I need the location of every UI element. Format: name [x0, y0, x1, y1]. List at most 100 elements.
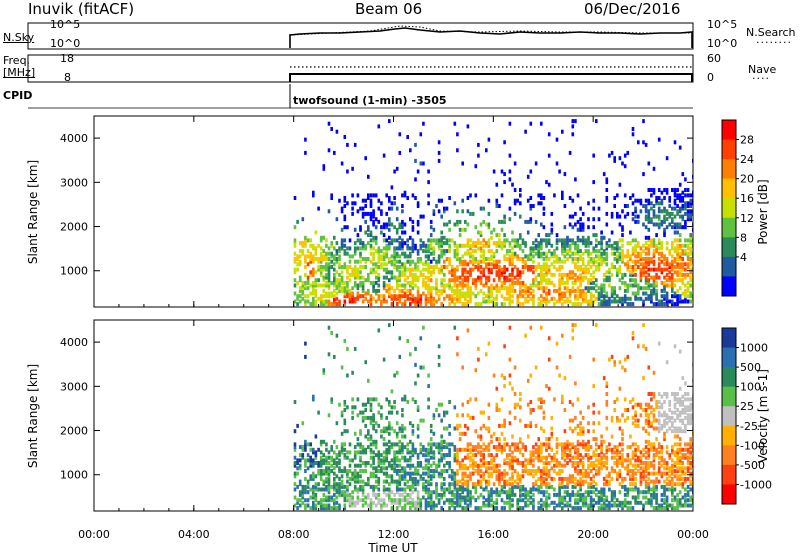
power-cell	[330, 265, 333, 269]
power-cell	[581, 296, 585, 301]
power-cell	[377, 296, 381, 301]
power-cell	[623, 204, 627, 208]
velocity-cell	[542, 410, 546, 415]
power-cell	[681, 249, 685, 254]
velocity-cell	[343, 400, 347, 404]
velocity-cell	[327, 506, 331, 511]
velocity-cell	[485, 461, 488, 465]
velocity-cell	[409, 500, 412, 505]
power-cell	[566, 288, 569, 293]
power-cell	[681, 278, 685, 283]
power-cell	[293, 241, 297, 246]
velocity-cell	[356, 490, 360, 495]
power-cell	[587, 299, 590, 304]
velocity-cell	[618, 455, 622, 460]
velocity-cell	[495, 498, 499, 503]
velocity-cell	[605, 495, 609, 500]
velocity-cell	[655, 506, 658, 511]
velocity-cell	[600, 434, 603, 439]
power-cell	[673, 265, 677, 269]
power-cell	[563, 291, 567, 296]
power-cell	[401, 238, 404, 243]
velocity-cell	[597, 471, 601, 476]
power-cell	[584, 275, 588, 280]
velocity-cell	[526, 378, 530, 383]
velocity-cell	[348, 495, 352, 500]
velocity-cell	[306, 503, 310, 508]
power-cell	[657, 209, 661, 214]
power-cell	[574, 262, 577, 267]
velocity-cell	[618, 503, 622, 508]
velocity-cell	[445, 426, 449, 431]
power-cell	[406, 243, 409, 248]
power-cell	[681, 172, 685, 177]
velocity-cell	[395, 500, 399, 505]
velocity-cell	[398, 482, 402, 487]
velocity-cell	[576, 447, 580, 452]
velocity-cell	[631, 506, 635, 511]
velocity-cell	[464, 431, 467, 436]
velocity-cell	[537, 484, 540, 489]
velocity-cell	[487, 503, 491, 508]
velocity-cell	[513, 415, 517, 420]
power-cell	[390, 241, 394, 246]
power-cell	[293, 299, 297, 304]
velocity-cell	[571, 484, 575, 489]
power-cell	[647, 238, 651, 243]
power-cell	[327, 280, 331, 285]
velocity-cell	[351, 490, 354, 495]
velocity-cell	[665, 421, 669, 426]
velocity-cell	[382, 455, 386, 460]
velocity-cell	[388, 426, 391, 431]
power-cell	[403, 262, 407, 267]
velocity-cell	[671, 410, 674, 415]
power-cell	[681, 257, 685, 261]
power-cell	[304, 235, 307, 240]
velocity-cell	[474, 498, 478, 503]
velocity-cell	[453, 474, 457, 479]
velocity-cell	[540, 405, 543, 410]
power-cell	[353, 283, 357, 288]
velocity-cell	[340, 450, 344, 455]
velocity-cell	[579, 484, 582, 489]
power-cell	[574, 278, 577, 283]
power-cell	[367, 196, 370, 200]
velocity-cell	[456, 450, 459, 455]
power-cell	[411, 219, 415, 224]
velocity-cell	[595, 442, 598, 447]
velocity-cell	[652, 418, 656, 423]
velocity-cell	[432, 500, 436, 505]
velocity-cell	[540, 450, 543, 455]
power-cell	[652, 188, 656, 192]
power-cell	[545, 294, 548, 299]
power-cell	[353, 227, 357, 232]
velocity-cell	[479, 506, 483, 511]
velocity-cell	[663, 500, 666, 505]
velocity-cell	[537, 397, 540, 402]
velocity-cell	[618, 474, 622, 479]
power-cell	[558, 294, 561, 299]
power-cell	[464, 278, 467, 283]
power-cell	[610, 262, 614, 267]
velocity-cell	[665, 495, 669, 500]
velocity-cell	[623, 492, 627, 497]
power-cell	[587, 259, 590, 264]
velocity-cell	[409, 484, 412, 489]
velocity-cell	[319, 455, 323, 460]
velocity-cell	[401, 450, 404, 455]
velocity-cell	[466, 413, 470, 418]
velocity-cell	[574, 450, 577, 455]
velocity-cell	[547, 386, 551, 391]
velocity-cell	[377, 492, 381, 497]
velocity-cell	[610, 466, 614, 471]
power-cell	[503, 180, 506, 185]
power-cell	[613, 288, 616, 293]
velocity-cell	[440, 453, 443, 458]
power-cell	[432, 265, 436, 269]
power-cell	[416, 169, 420, 174]
power-cell	[487, 270, 491, 275]
velocity-cell	[561, 476, 564, 481]
velocity-cell	[296, 423, 299, 428]
velocity-cell	[545, 447, 548, 452]
power-cell	[490, 235, 493, 240]
